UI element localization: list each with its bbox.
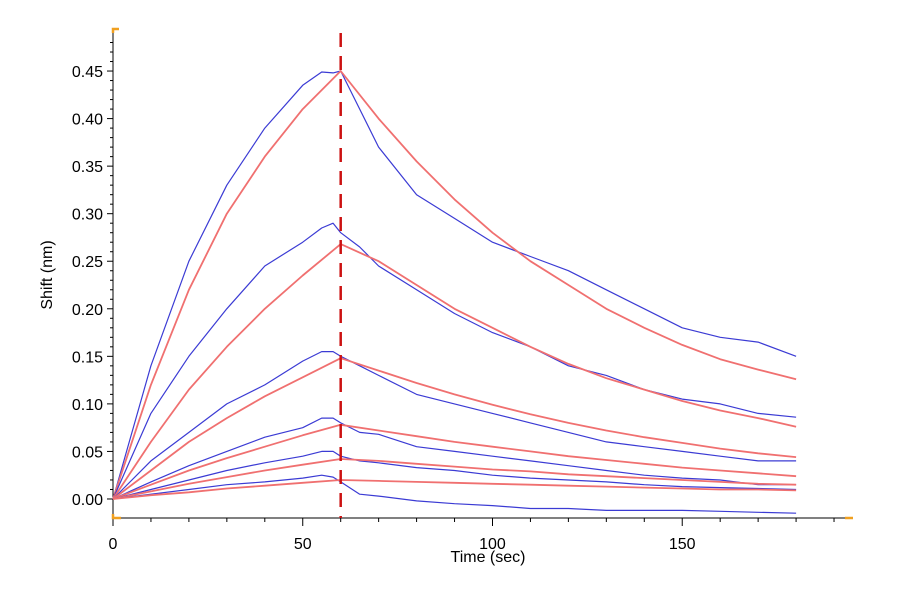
fit-curve-11 — [112, 479, 797, 500]
fit-curve-9 — [112, 458, 797, 500]
y-axis-label: Shift (nm) — [39, 240, 56, 309]
data-curve-10 — [112, 474, 797, 514]
y-tick-label: 0.10 — [72, 397, 103, 414]
fit-curve-7 — [112, 423, 797, 500]
data-curve-0 — [112, 70, 797, 500]
y-tick-label: 0.45 — [72, 64, 103, 81]
x-axis: 0 50 100 150 — [109, 517, 853, 553]
y-tick-label: 0.05 — [72, 444, 103, 461]
data-curve-2 — [112, 222, 797, 500]
fit-curve-3 — [112, 243, 797, 500]
y-tick-label: 0.40 — [72, 112, 103, 129]
fit-curve-1 — [112, 70, 797, 500]
x-tick-label: 150 — [669, 536, 696, 553]
data-curve-8 — [112, 450, 797, 500]
x-tick-label: 50 — [294, 536, 312, 553]
y-tick-label: 0.25 — [72, 254, 103, 271]
x-tick-label: 100 — [479, 536, 506, 553]
data-curve-6 — [112, 417, 797, 500]
x-tick-label: 0 — [109, 536, 118, 553]
y-axis: 0.00 0.05 0.10 0.15 0.20 0.25 0.30 0.35 0.40 0.45 — [72, 33, 114, 518]
x-axis-label: Time (sec) — [451, 549, 526, 566]
bottom-left-corner-marker — [111, 514, 121, 520]
y-tick-label: 0.00 — [72, 492, 103, 509]
fit-curve-5 — [112, 357, 797, 500]
data-curve-4 — [112, 351, 797, 500]
y-tick-label: 0.30 — [72, 207, 103, 224]
top-left-corner-marker — [111, 27, 119, 33]
y-tick-label: 0.15 — [72, 349, 103, 366]
y-tick-label: 0.35 — [72, 159, 103, 176]
series-layer — [112, 70, 797, 514]
y-tick-label: 0.20 — [72, 302, 103, 319]
axis-corner-markers — [111, 27, 853, 520]
